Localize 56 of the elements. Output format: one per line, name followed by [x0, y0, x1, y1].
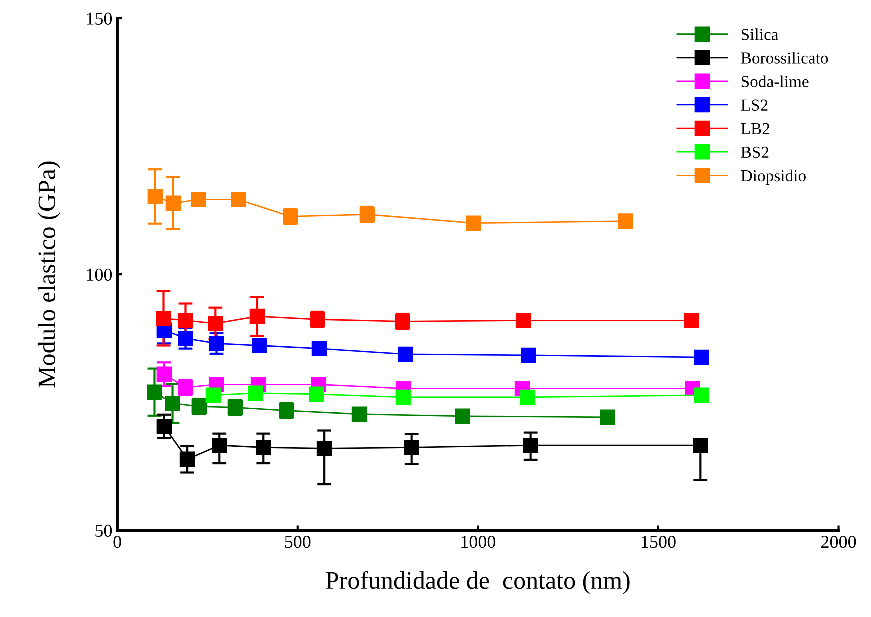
legend-label: LB2	[741, 123, 770, 134]
point	[466, 216, 482, 231]
point	[404, 440, 420, 456]
point	[600, 410, 616, 426]
legend-label: Borossilicato	[741, 52, 828, 64]
point	[455, 408, 470, 424]
point	[156, 366, 172, 382]
point	[178, 330, 194, 346]
legend-label: LS2	[741, 100, 768, 111]
y-tick-label: 150	[87, 12, 112, 25]
x-tick-label: 1500	[642, 536, 676, 548]
point	[352, 406, 368, 422]
point	[148, 189, 164, 204]
point	[694, 388, 710, 404]
point	[256, 440, 272, 456]
point	[523, 438, 538, 454]
y-tick-label: 100	[87, 268, 112, 282]
point	[398, 346, 414, 362]
point	[694, 350, 710, 366]
legend-label: Soda-lime	[742, 76, 809, 88]
point	[209, 336, 224, 352]
point	[396, 390, 412, 406]
x-tick-label: 500	[285, 536, 311, 548]
point	[156, 419, 172, 434]
legend-label: Diopsidio	[741, 170, 806, 186]
point	[180, 452, 196, 468]
point	[248, 386, 264, 402]
point	[208, 316, 224, 332]
point	[206, 388, 222, 404]
legend-label: BS2	[741, 146, 769, 158]
point	[191, 192, 206, 208]
point	[166, 196, 182, 212]
x-tick-label: 1000	[462, 536, 496, 548]
point	[316, 441, 332, 456]
point	[156, 310, 172, 326]
point	[684, 313, 700, 328]
point	[252, 338, 268, 354]
point	[147, 384, 162, 400]
x-tick-label: 0	[114, 536, 122, 548]
point	[693, 438, 708, 454]
point	[165, 396, 180, 412]
point	[618, 214, 634, 229]
legend-label: Silica	[742, 28, 779, 40]
point	[312, 341, 328, 356]
y-axis-title: Modulo elastico (GPa)	[38, 162, 61, 388]
point	[516, 313, 532, 328]
point	[250, 308, 266, 324]
point	[308, 386, 324, 402]
point	[231, 192, 246, 208]
point	[521, 348, 536, 364]
y-tick-label: 50	[96, 524, 112, 538]
point	[178, 313, 194, 328]
point	[520, 390, 536, 406]
point	[212, 438, 228, 454]
x-axis-title: Profundidade de contato (nm)	[326, 571, 630, 594]
x-tick-label: 2000	[822, 536, 856, 548]
